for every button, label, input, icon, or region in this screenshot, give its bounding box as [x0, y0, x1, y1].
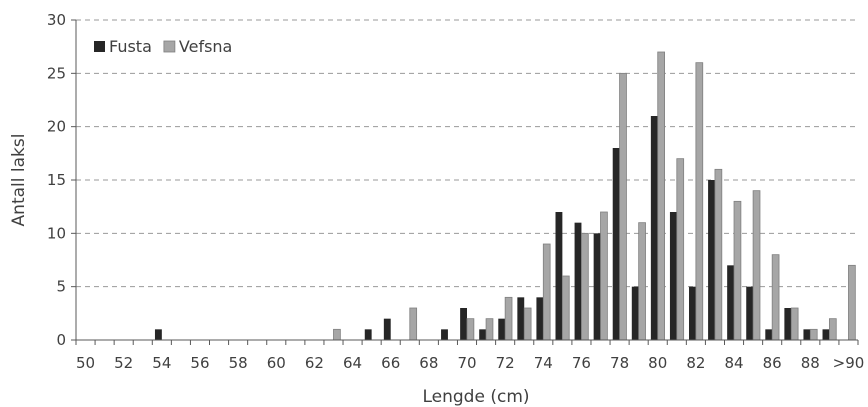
bar-vefsna-83: [714, 168, 723, 341]
bar-vefsna-77: [600, 211, 608, 341]
bar-vefsna-63: [333, 328, 341, 341]
bar-vefsna-76: [581, 232, 589, 341]
bar-fusta-89: [822, 329, 830, 340]
x-tick-label: 88: [801, 354, 820, 372]
bar-vefsna-86: [771, 254, 780, 341]
x-tick-label: 76: [572, 354, 591, 372]
x-tick-label: 78: [610, 354, 629, 372]
bar-vefsna-81: [676, 158, 685, 341]
bar-fusta-71: [479, 329, 487, 340]
x-tick-label: 56: [190, 354, 209, 372]
bar-fusta-72: [498, 318, 506, 340]
bar-fusta-79: [631, 286, 639, 340]
bar-vefsna-84: [733, 200, 742, 341]
bar-fusta-73: [517, 297, 525, 340]
x-tick-label: 80: [648, 354, 667, 372]
y-tick-labels: 0 5 10 15 20 25 30: [47, 11, 66, 349]
bar-fusta-83: [708, 180, 715, 340]
x-axis-title: Lengde (cm): [422, 387, 529, 407]
bar-vefsna-70: [466, 318, 475, 341]
bar-fusta-88: [803, 329, 811, 340]
bar-vefsna-71: [485, 318, 494, 341]
x-tick-label: 84: [724, 354, 743, 372]
bar-fusta-77: [593, 233, 601, 340]
bar-vefsna-80: [657, 51, 665, 341]
bar-vefsna-78: [619, 72, 627, 341]
x-tick-label: 64: [343, 354, 362, 372]
bar-fusta-82: [689, 286, 696, 340]
bar-vefsna-79: [638, 222, 646, 341]
bar-fusta-86: [765, 329, 773, 340]
bar-vefsna-88: [809, 328, 818, 341]
y-tick-label: 0: [56, 331, 66, 349]
y-tick-label: 15: [47, 171, 66, 189]
bar-vefsna-75: [561, 275, 570, 341]
bar-fusta-85: [746, 286, 754, 340]
bar-vefsna-82: [695, 62, 704, 341]
y-tick-label: 20: [47, 118, 66, 136]
legend: Fusta Vefsna: [94, 37, 232, 56]
x-tick-label: 70: [457, 354, 476, 372]
bar-fusta-75: [555, 212, 563, 340]
x-tick-label: 58: [229, 354, 248, 372]
x-tick-label: 82: [686, 354, 705, 372]
x-tick-label: 54: [152, 354, 171, 372]
x-tick-label: >90: [833, 354, 865, 372]
bars: [154, 51, 856, 341]
bar-fusta-80: [650, 116, 658, 340]
axes: [71, 19, 859, 345]
bar-fusta-74: [536, 297, 544, 340]
y-tick-label: 10: [47, 224, 66, 242]
bar-vefsna-85: [752, 190, 761, 341]
bar-vefsna-73: [523, 307, 532, 341]
bar-fusta-76: [574, 222, 582, 340]
bar-fusta-66: [383, 318, 391, 340]
bar-fusta-78: [612, 148, 620, 340]
legend-label-fusta: Fusta: [109, 37, 152, 56]
legend-swatch-vefsna: [163, 40, 176, 53]
bar-vefsna-87: [790, 307, 799, 341]
bar-fusta-69: [441, 329, 448, 340]
x-tick-labels: 50 52 54 56 58 60 62 64 66 68 70 72 74 76 78 80 82 84 86 88…: [76, 354, 864, 372]
bar-vefsna-72: [504, 296, 513, 341]
x-tick-label: 52: [114, 354, 133, 372]
bar-vefsna-74: [542, 243, 551, 341]
bar-vefsna-90: [848, 264, 856, 341]
x-tick-label: 86: [763, 354, 782, 372]
x-tick-label: 74: [534, 354, 553, 372]
y-axis-title: Antall laksl: [9, 134, 29, 227]
legend-label-vefsna: Vefsna: [179, 37, 232, 56]
bar-fusta-65: [364, 329, 372, 340]
x-tick-label: 68: [419, 354, 438, 372]
legend-swatch-fusta: [94, 41, 105, 52]
x-tick-label: 72: [496, 354, 515, 372]
bar-vefsna-89: [828, 318, 837, 341]
x-tick-label: 50: [76, 354, 95, 372]
bar-fusta-87: [784, 308, 792, 340]
bar-fusta-84: [727, 265, 735, 340]
x-tick-label: 62: [305, 354, 324, 372]
y-tick-label: 5: [56, 278, 66, 296]
x-tick-label: 60: [267, 354, 286, 372]
bar-vefsna-67: [409, 307, 418, 341]
bar-fusta-54: [154, 329, 162, 340]
x-tick-label: 66: [381, 354, 400, 372]
bar-fusta-81: [669, 212, 677, 340]
y-tick-label: 25: [47, 64, 66, 82]
bar-fusta-70: [460, 308, 467, 340]
y-tick-label: 30: [47, 11, 66, 29]
